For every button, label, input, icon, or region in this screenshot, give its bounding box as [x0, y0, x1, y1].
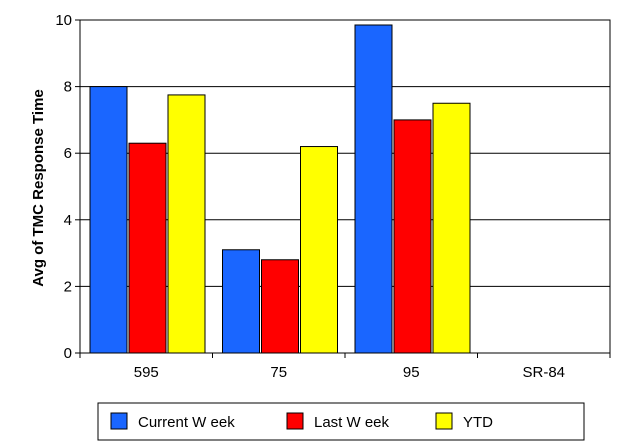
- y-tick-label: 0: [64, 345, 72, 362]
- legend-swatch: [435, 412, 453, 430]
- bar-ytd-95: [432, 102, 471, 354]
- bar-ytd-595: [167, 94, 206, 354]
- x-tick-label: 75: [270, 364, 287, 381]
- x-tick-label: 95: [403, 364, 420, 381]
- bars: [89, 24, 471, 354]
- y-tick-label: 2: [64, 278, 72, 295]
- bar-ytd-75: [300, 146, 338, 354]
- bar-current-w-eek-595: [89, 86, 128, 354]
- legend-label: Last W eek: [314, 414, 390, 431]
- x-tick-label: 595: [134, 364, 159, 381]
- y-axis-ticks: 0 2 4 6 8 10: [55, 12, 80, 362]
- legend-frame: [97, 402, 585, 441]
- legend-swatch: [110, 412, 128, 430]
- bar-last-w-eek-595: [128, 142, 167, 354]
- legend-swatch: [286, 412, 304, 430]
- bar-last-w-eek-75: [261, 259, 299, 354]
- legend-label: Current W eek: [138, 414, 235, 431]
- legend: Current W eek Last W eek YTD: [97, 402, 585, 441]
- bar-current-w-eek-95: [354, 24, 393, 354]
- bar-last-w-eek-95: [393, 119, 432, 354]
- y-tick-label: 6: [64, 145, 72, 162]
- legend-label: YTD: [463, 414, 493, 431]
- bar-current-w-eek-75: [222, 249, 260, 354]
- x-tick-label: SR-84: [522, 364, 565, 381]
- y-tick-label: 10: [55, 12, 72, 29]
- x-axis-ticks: 595 75 95 SR-84: [79, 353, 611, 381]
- y-axis-label: Avg of TMC Response Time: [30, 89, 47, 287]
- y-tick-label: 8: [64, 79, 72, 96]
- y-tick-label: 4: [64, 212, 72, 229]
